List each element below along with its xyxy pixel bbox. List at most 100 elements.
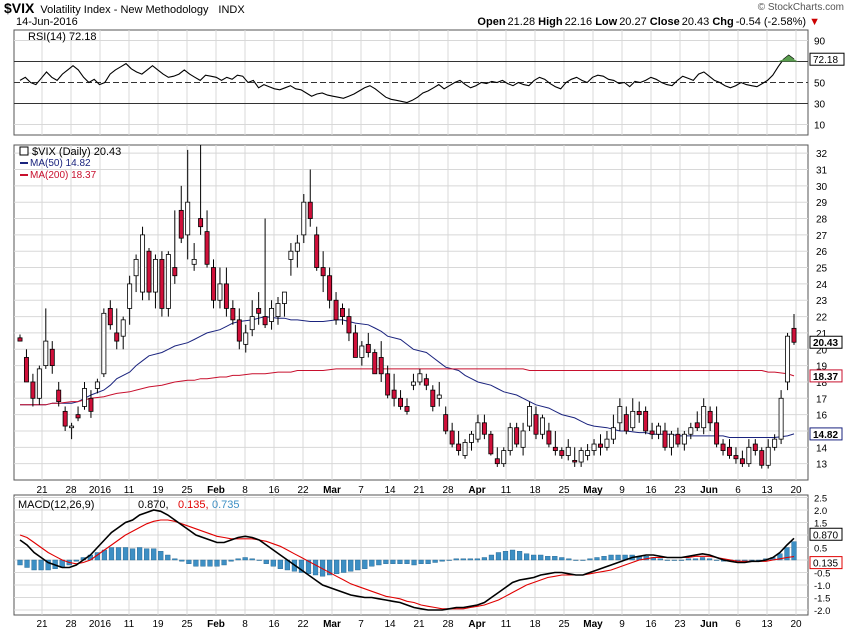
candle-body-down <box>391 389 397 399</box>
candle-body-down <box>456 443 462 451</box>
macd-histogram-bar <box>256 559 262 561</box>
candle-body-down <box>320 267 326 277</box>
candlestick <box>333 292 339 325</box>
candlestick <box>346 308 352 342</box>
candle-body-down <box>488 433 494 455</box>
candle-body-up <box>681 433 687 445</box>
macd-x-tick-label: 9 <box>619 619 625 630</box>
candlestick <box>88 390 94 418</box>
macd-histogram-bar <box>179 559 185 562</box>
candle-body-down <box>675 433 681 445</box>
candle-body-up <box>462 442 468 456</box>
price-y-tick-label: 24 <box>816 280 828 291</box>
candle-body-down <box>398 397 404 407</box>
price-x-tick-label: 22 <box>297 485 309 496</box>
macd-histogram-bar <box>502 551 509 561</box>
price-x-tick-label: 16 <box>268 485 280 496</box>
candlestick <box>765 439 771 469</box>
candlestick <box>662 422 668 451</box>
candlestick <box>223 267 229 317</box>
macd-histogram-bar <box>193 559 199 567</box>
price-y-tick-label: 21 <box>816 329 828 340</box>
low-value: 20.27 <box>619 16 647 28</box>
price-legend: $VIX (Daily) 20.43 <box>32 146 121 158</box>
candle-body-down <box>346 316 352 334</box>
macd-x-tick-label: 22 <box>297 619 309 630</box>
macd-histogram-bar <box>791 541 797 561</box>
candle-body-up <box>585 450 591 456</box>
candle-body-up <box>82 388 87 407</box>
price-x-tick-label: 11 <box>124 485 135 496</box>
open-value: 21.28 <box>507 16 536 28</box>
macd-histogram-bar <box>24 559 30 568</box>
candlestick <box>56 381 62 407</box>
macd-histogram-bar <box>404 559 410 564</box>
candlestick <box>430 385 436 412</box>
candlestick <box>701 398 707 435</box>
macd-panel-frame <box>13 494 809 616</box>
candle-body-up <box>294 242 300 252</box>
macd-histogram-bar <box>488 554 495 561</box>
candle-body-up <box>630 410 636 429</box>
candle-body-up <box>191 258 197 265</box>
candle-body-up <box>578 450 584 463</box>
candlestick <box>417 368 423 386</box>
candle-body-down <box>791 327 797 343</box>
price-y-tick-label: 26 <box>816 247 828 258</box>
macd-histogram-bar <box>312 559 319 576</box>
macd-histogram-bar <box>115 547 122 561</box>
macd-x-tick-label: Jun <box>700 619 718 630</box>
candlestick <box>675 427 681 448</box>
macd-x-tick-label: 18 <box>529 619 541 630</box>
macd-x-tick-label: Feb <box>207 619 225 630</box>
macd-histogram-bar <box>608 554 614 561</box>
candle-body-up <box>469 433 474 443</box>
candle-body-down <box>365 343 371 353</box>
rsi-legend: RSI(14) 72.18 <box>28 31 96 43</box>
candlestick <box>636 401 642 423</box>
price-x-tick-label: 28 <box>442 485 454 496</box>
macd-histogram-bar <box>137 547 143 561</box>
macd-histogram-bar <box>397 559 403 564</box>
candlestick <box>501 447 507 467</box>
candle-body-down <box>56 389 62 402</box>
price-y-tick-label: 20 <box>816 345 828 356</box>
macd-histogram-bar <box>305 559 312 574</box>
candlestick <box>17 334 23 342</box>
low-label: Low <box>595 16 618 28</box>
candle-body-up <box>140 234 146 293</box>
macd-x-tick-label: 23 <box>674 619 686 630</box>
candle-body-down <box>714 422 720 445</box>
candlestick <box>230 300 236 325</box>
macd-histogram-bar <box>327 559 333 576</box>
macd-histogram-bar <box>692 558 699 561</box>
macd-histogram-bar <box>73 559 79 562</box>
candlestick <box>462 439 468 459</box>
last-price-label-box <box>809 335 843 349</box>
macd-x-tick-label: 8 <box>242 619 248 630</box>
candlestick <box>604 430 610 451</box>
price-x-tick-label: 25 <box>558 485 570 496</box>
quote-summary: Open 21.28 High 22.16 Low 20.27 Close 20.43 … <box>477 16 820 28</box>
macd-x-tick-label: 11 <box>501 619 512 630</box>
candle-body-up <box>520 430 526 448</box>
candle-body-down <box>649 430 655 435</box>
candlestick <box>378 341 384 382</box>
candlestick <box>539 414 545 440</box>
price-y-tick-label: 27 <box>816 231 828 242</box>
candlestick <box>269 300 275 330</box>
macd-legend-macd-value: 0.870, <box>138 499 169 511</box>
candlestick <box>546 422 552 448</box>
macd-histogram-bar <box>355 559 361 571</box>
candlestick <box>256 292 262 325</box>
chart-title: $VIX Volatility Index - New Methodology I… <box>4 0 245 16</box>
candlestick <box>75 406 81 422</box>
macd-x-tick-label: 14 <box>384 619 396 630</box>
macd-histogram-bar <box>172 558 178 561</box>
macd-legend-hist-value: 0.735 <box>212 499 240 511</box>
candle-body-up <box>778 397 784 440</box>
macd-x-tick-label: 28 <box>65 619 77 630</box>
candlestick <box>204 210 210 268</box>
macd-histogram-bar <box>671 559 677 561</box>
